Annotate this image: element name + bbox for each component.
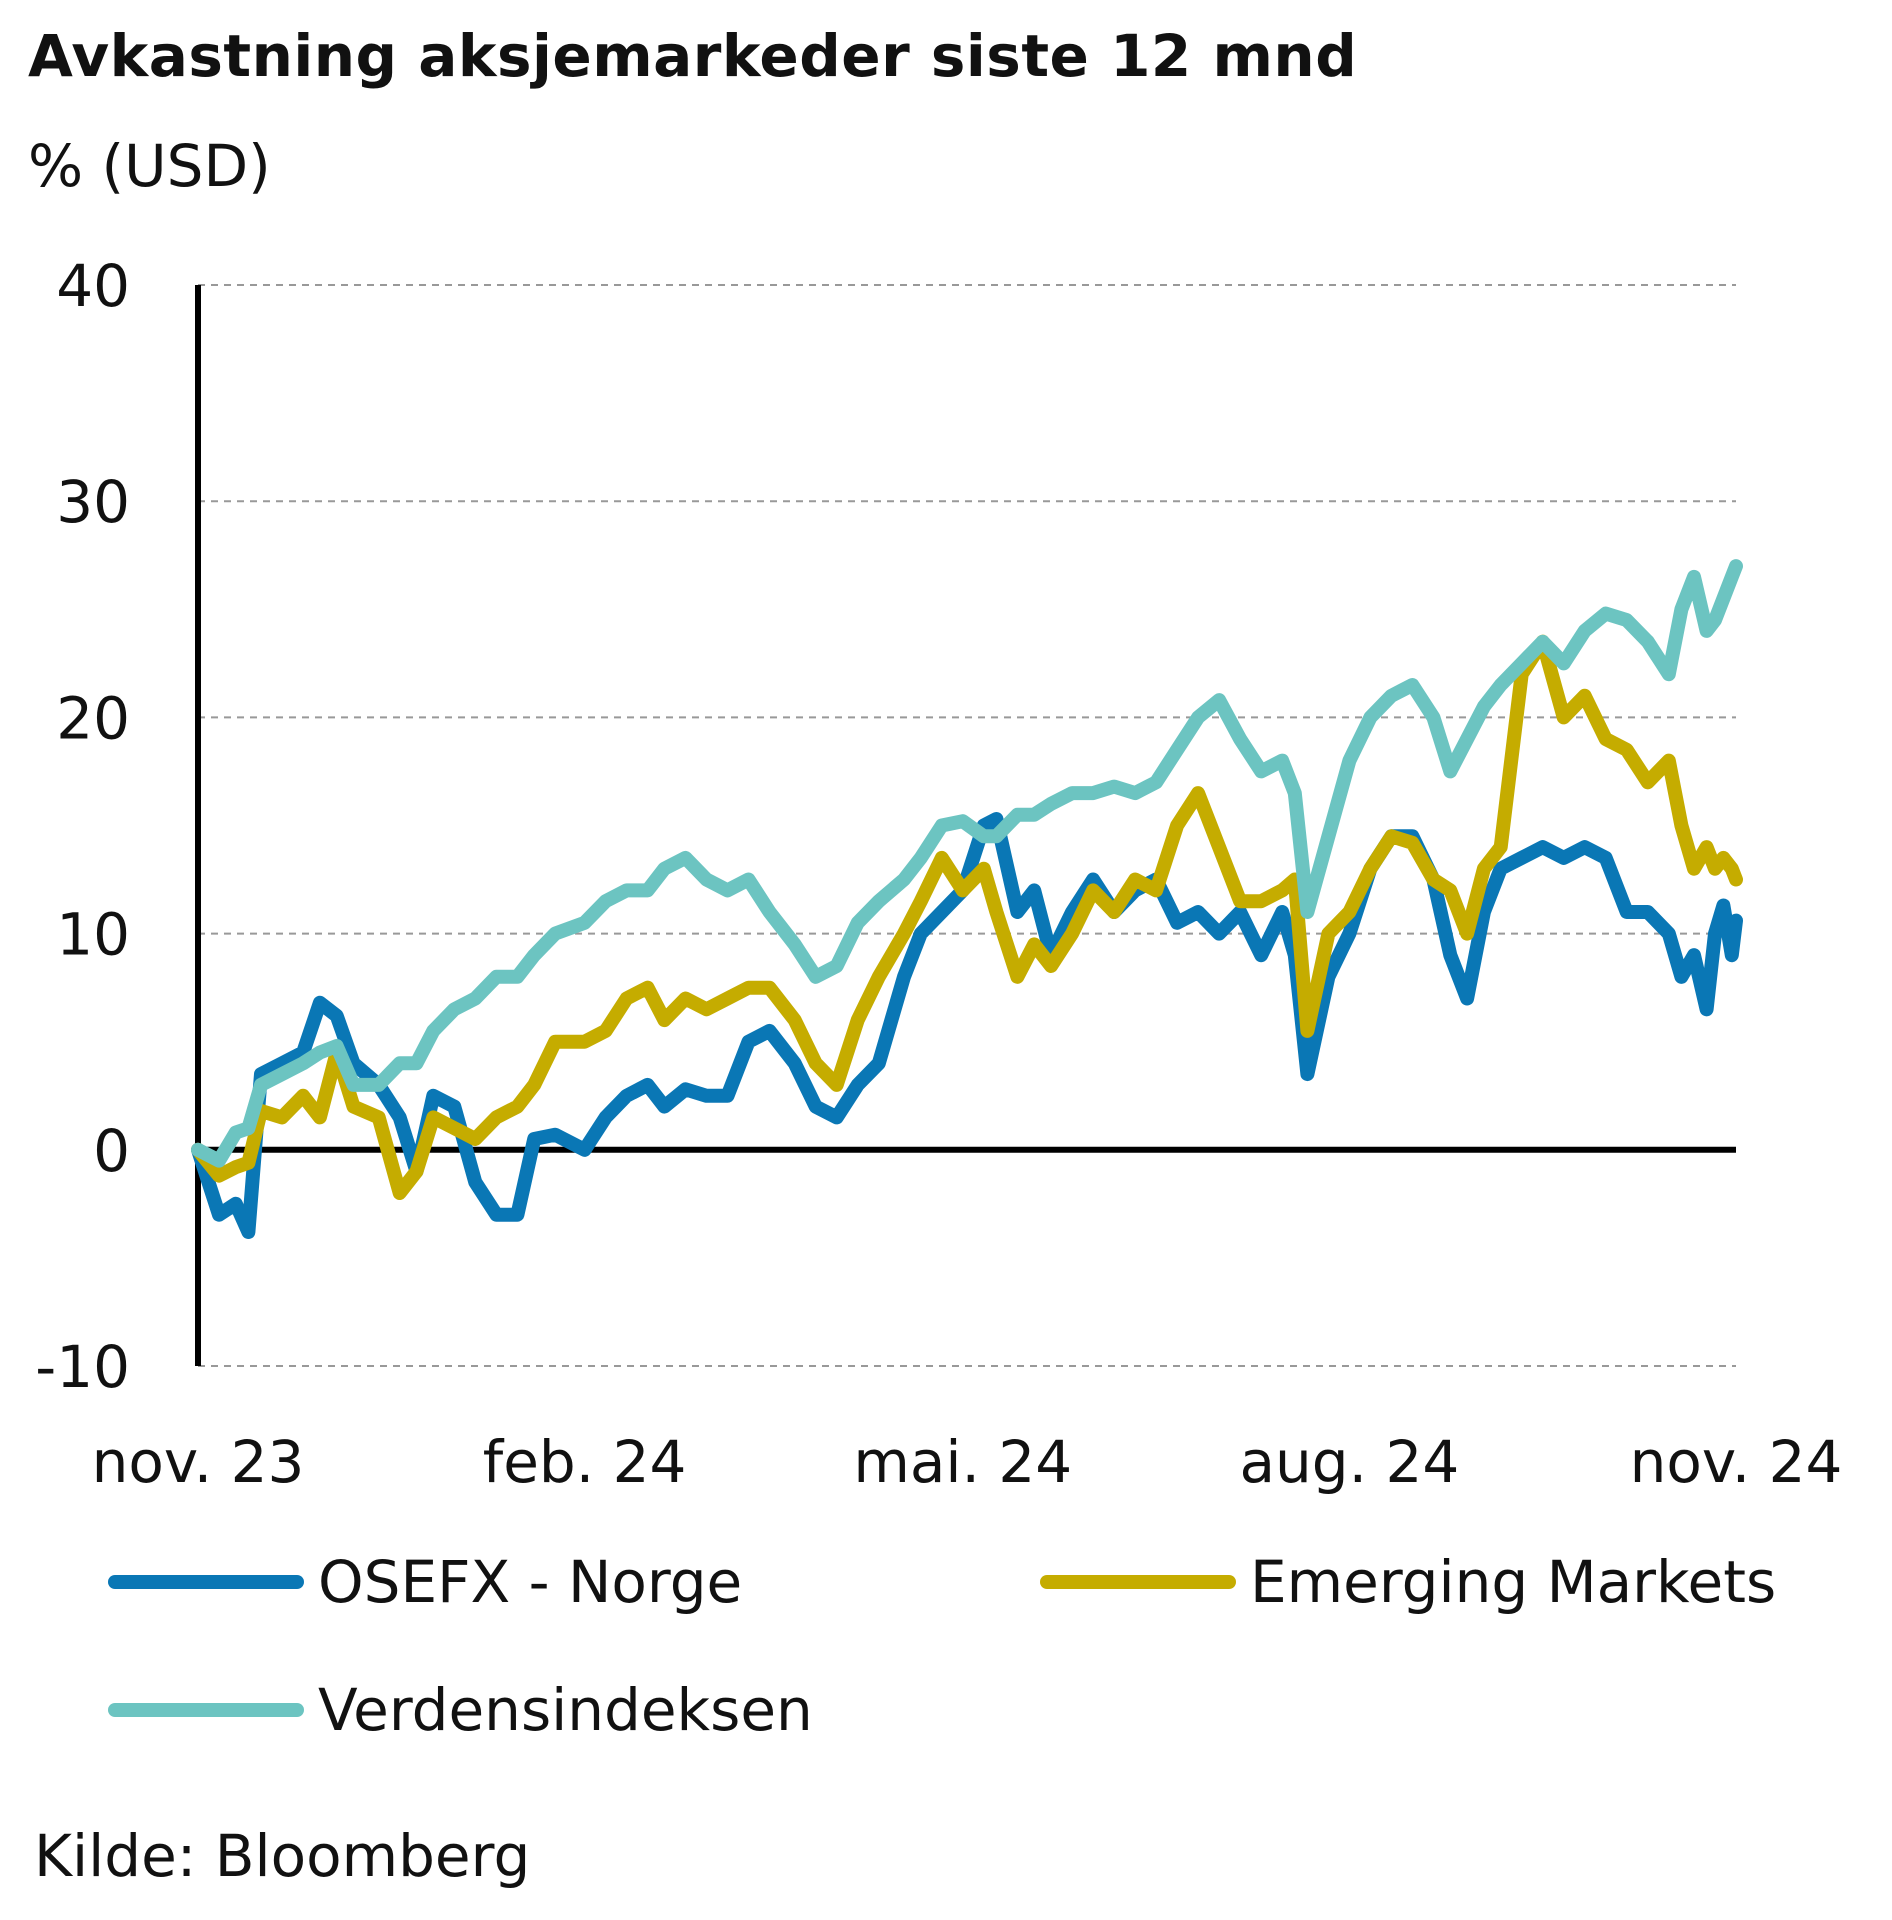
series-line-0: [191, 812, 1743, 1239]
tick-labels: 40 30 20 10 0 -10 nov. 23 feb. 24 mai. 24 aug. 24…: [35, 252, 1842, 1496]
x-tick-label: nov. 23: [92, 1428, 305, 1496]
x-tick-label: aug. 24: [1240, 1428, 1460, 1496]
y-tick-label: 0: [93, 1117, 130, 1185]
legend-label-osefx: OSEFX - Norge: [318, 1548, 743, 1616]
series-lines: [191, 559, 1743, 1239]
legend-item-emerging-markets: Emerging Markets: [1040, 1548, 1776, 1616]
legend-item-osefx: OSEFX - Norge: [108, 1548, 742, 1616]
legend-swatch-emerging-markets: [1040, 1575, 1236, 1589]
legend-item-verdensindeksen: Verdensindeksen: [108, 1676, 813, 1744]
y-axis-unit: % (USD): [28, 132, 271, 200]
chart-title: Avkastning aksjemarkeder siste 12 mnd: [28, 22, 1358, 90]
series-line-2: [191, 559, 1743, 1168]
y-tick-label: 10: [56, 901, 130, 969]
legend-label-emerging-markets: Emerging Markets: [1250, 1548, 1777, 1616]
legend-swatch-verdensindeksen: [108, 1703, 304, 1717]
source-note: Kilde: Bloomberg: [34, 1822, 531, 1890]
gridlines: [198, 284, 1736, 1367]
line-chart: 40 30 20 10 0 -10 nov. 23 feb. 24 mai. 24 aug. 24…: [35, 252, 1842, 1496]
x-tick-label: mai. 24: [853, 1428, 1072, 1496]
legend-label-verdensindeksen: Verdensindeksen: [318, 1676, 813, 1744]
y-tick-label: 40: [56, 252, 130, 320]
legend-swatch-osefx: [108, 1575, 304, 1589]
y-tick-label: -10: [35, 1333, 130, 1401]
y-tick-label: 30: [56, 468, 130, 536]
y-tick-label: 20: [56, 684, 130, 752]
x-tick-label: nov. 24: [1630, 1428, 1843, 1496]
axes: [195, 285, 1736, 1366]
x-tick-label: feb. 24: [483, 1428, 687, 1496]
